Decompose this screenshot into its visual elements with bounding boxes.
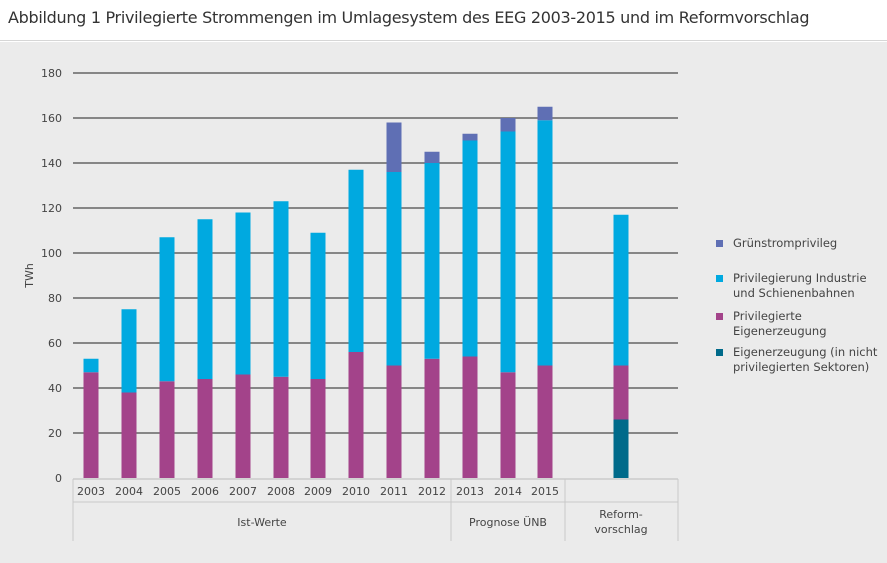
chart-title: Abbildung 1 Privilegierte Strommengen im… [8,8,810,27]
bar-industrie [197,219,213,379]
legend-label: Grünstromprivileg [733,236,837,251]
bar-eigen_nicht [613,419,629,478]
legend-label-line: Grünstromprivileg [733,236,838,250]
y-tick-label: 120 [41,202,62,215]
bar-eigen_priv [197,379,213,478]
bar-eigen_priv [273,376,289,478]
y-tick-label: 0 [55,472,62,485]
bar-industrie [121,309,137,393]
bar-eigen_priv [462,356,478,478]
legend-label: Privilegierung Industrie und Schienenbahn… [733,271,867,301]
legend-label-line: privilegierten Sektoren) [733,360,870,374]
x-group-label: Prognose ÜNB [469,516,547,529]
bar-industrie [500,131,516,373]
y-tick-label: 20 [48,427,62,440]
legend-label-line: Privilegierte [733,309,802,323]
bar-eigen_priv [83,372,99,478]
legend-swatch [716,240,723,247]
x-group-label: Reform- [599,508,643,521]
chart-svg: 0 20 40 60 80 100 120 140 160 180 TWh 2003 2004 2005 2… [23,67,679,541]
legend-label-line: und Schienenbahnen [733,286,855,300]
bar-industrie [159,237,175,382]
bar-industrie [424,163,440,359]
bar-gruenstrom [462,133,478,141]
bar-eigen_priv [121,392,137,478]
y-tick-label: 40 [48,382,62,395]
legend-label-line: Privilegierung Industrie [733,271,867,285]
x-tick-label: 2003 [77,485,105,498]
x-tick-label: 2007 [229,485,257,498]
bar-industrie [348,169,364,352]
bar-industrie [83,358,99,373]
x-tick-label: 2012 [418,485,446,498]
bar-industrie [273,201,289,377]
legend-label: Privilegierte Eigenerzeugung [733,309,827,339]
x-tick-label: 2004 [115,485,143,498]
y-tick-label: 140 [41,157,62,170]
legend-label: Eigenerzeugung (in nicht privilegierten S… [733,345,877,375]
bar-eigen_priv [159,381,175,478]
bar-eigen_priv [386,365,402,478]
x-tick-label: 2015 [531,485,559,498]
bar-eigen_priv [235,374,251,478]
y-tick-label: 80 [48,292,62,305]
legend-label-line: Eigenerzeugung (in nicht [733,345,878,359]
x-tick-label: 2006 [191,485,219,498]
bar-gruenstrom [537,106,553,121]
bar-industrie [235,212,251,375]
bar-eigen_priv [348,352,364,478]
bar-eigen_priv [424,358,440,478]
x-tick-label: 2010 [342,485,370,498]
x-tick-label: 2011 [380,485,408,498]
bar-gruenstrom [424,151,440,163]
legend-swatch [716,313,723,320]
bar-industrie [462,140,478,357]
x-tick-label: 2013 [456,485,484,498]
x-group-label: Ist-Werte [237,516,287,529]
x-tick-label: 2008 [267,485,295,498]
y-axis-label: TWh [23,263,36,289]
x-tick-label: 2005 [153,485,181,498]
chart-panel: 0 20 40 60 80 100 120 140 160 180 TWh 2003 2004 2005 2… [0,42,887,563]
bar-eigen_priv [537,365,553,478]
x-group-label: vorschlag [594,523,647,536]
bar-eigen_priv [613,365,629,420]
y-tick-label: 180 [41,67,62,80]
y-tick-label: 160 [41,112,62,125]
y-tick-label: 60 [48,337,62,350]
bar-eigen_priv [310,379,326,478]
bar-gruenstrom [500,118,516,132]
legend-swatch [716,349,723,356]
bar-industrie [613,214,629,366]
bar-industrie [310,232,326,379]
x-tick-label: 2009 [304,485,332,498]
x-tick-label: 2014 [494,485,522,498]
bar-industrie [537,120,553,366]
bar-gruenstrom [386,122,402,172]
y-tick-label: 100 [41,247,62,260]
bar-eigen_priv [500,372,516,478]
title-bar: Abbildung 1 Privilegierte Strommengen im… [0,0,887,41]
legend-label-line: Eigenerzeugung [733,324,827,338]
legend-swatch [716,275,723,282]
bar-industrie [386,172,402,366]
